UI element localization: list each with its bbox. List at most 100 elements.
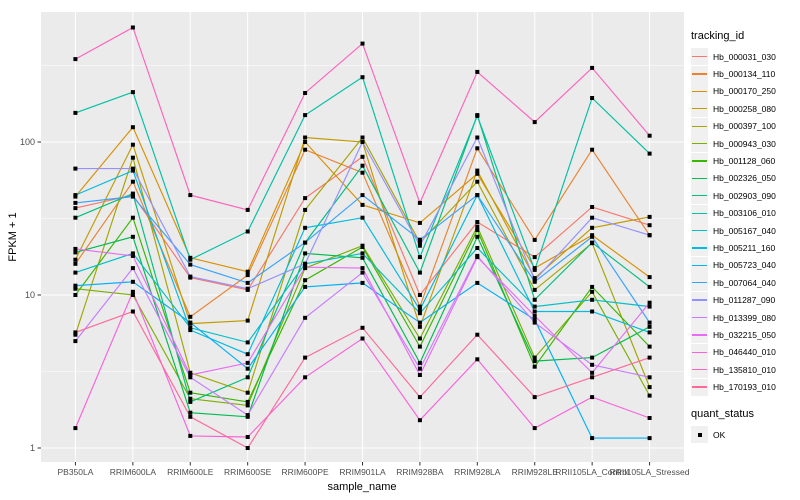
legend-panel: tracking_id Hb_000031_030 Hb_000134_110 Hb_… — [691, 30, 799, 443]
data-point — [245, 269, 250, 274]
x-tick-label: RRIM928BA — [396, 467, 444, 477]
legend-item-label: Hb_005211_160 — [713, 242, 776, 253]
data-point — [360, 245, 365, 249]
legend-item: Hb_170193_010 — [691, 378, 799, 396]
legend-item-label: Hb_005167_040 — [713, 225, 776, 236]
data-point — [130, 234, 135, 239]
data-point — [532, 237, 537, 242]
y-axis-title: FPKM + 1 — [7, 212, 19, 262]
x-tick-label: RRII105LA_Control — [555, 467, 629, 477]
legend-key-line-icon — [692, 212, 707, 214]
data-point — [130, 179, 135, 184]
data-point — [475, 220, 480, 224]
legend-item: Hb_000170_250 — [691, 82, 799, 100]
data-point — [303, 225, 308, 230]
legend-item-label: Hb_000134_110 — [713, 69, 776, 80]
legend-item-label: Hb_000943_030 — [713, 138, 776, 149]
legend-item-label: Hb_000258_080 — [713, 103, 776, 114]
y-tick-label: 100 — [20, 137, 35, 147]
quant-legend-title: quant_status — [691, 407, 754, 420]
data-point — [130, 266, 135, 271]
data-point — [360, 266, 365, 271]
data-point — [647, 344, 652, 349]
data-point — [647, 223, 652, 228]
data-point — [360, 170, 365, 175]
legend-item: Hb_005167_040 — [691, 222, 799, 240]
legend-item-label: Hb_013399_080 — [713, 312, 776, 323]
data-point — [303, 375, 308, 380]
legend-title: tracking_id — [691, 30, 745, 42]
data-point — [532, 304, 537, 309]
data-point — [73, 426, 78, 431]
data-point — [303, 113, 308, 118]
data-point — [360, 193, 365, 198]
data-point — [475, 135, 480, 140]
data-point — [130, 25, 135, 30]
data-point — [245, 446, 250, 450]
data-point — [417, 237, 422, 242]
legend-key — [691, 291, 708, 309]
legend-key-line-icon — [692, 177, 707, 180]
legend-key-line-icon — [692, 247, 707, 249]
data-point — [475, 168, 480, 173]
legend-item-label: Hb_001128_060 — [713, 156, 776, 167]
data-points — [73, 25, 652, 450]
data-point — [188, 390, 193, 395]
data-point — [360, 255, 365, 260]
x-tick-label: PB350LA — [57, 467, 93, 477]
data-point — [360, 140, 365, 144]
legend-key — [691, 326, 708, 344]
data-point — [647, 393, 652, 398]
data-point — [532, 320, 537, 325]
legend-item-label: Hb_032215_050 — [713, 329, 776, 340]
legend-item-label: Hb_011287_090 — [713, 295, 776, 306]
data-point — [417, 320, 422, 325]
legend-item: Hb_011287_090 — [691, 291, 799, 309]
legend-key-line-icon — [692, 108, 707, 110]
data-point — [73, 193, 78, 198]
data-point — [73, 166, 78, 171]
legend-key — [691, 135, 708, 153]
data-point — [475, 332, 480, 337]
legend-item-label: Hb_170193_010 — [713, 382, 776, 393]
data-point — [360, 251, 365, 256]
legend-key-line-icon — [692, 386, 707, 388]
data-point — [130, 309, 135, 314]
data-point — [475, 234, 480, 239]
data-point — [73, 332, 78, 337]
data-point — [475, 228, 480, 232]
legend-key — [691, 343, 708, 361]
data-point — [73, 206, 78, 211]
data-point — [188, 274, 193, 279]
data-point — [130, 90, 135, 95]
data-point — [245, 360, 250, 365]
legend-item: Hb_003106_010 — [691, 204, 799, 222]
legend-key — [691, 274, 708, 292]
data-point — [360, 75, 365, 80]
data-point — [130, 194, 135, 199]
data-point — [590, 240, 595, 245]
data-point — [188, 370, 193, 375]
data-point — [130, 253, 135, 258]
data-point — [647, 330, 652, 335]
legend-key — [691, 187, 708, 205]
data-point — [130, 293, 135, 297]
legend-item: Hb_007064_040 — [691, 274, 799, 292]
legend-item-label: Hb_046440_010 — [713, 347, 776, 358]
data-point — [188, 373, 193, 377]
data-point — [417, 200, 422, 205]
legend-key — [691, 82, 708, 100]
data-point — [73, 200, 78, 205]
data-point — [532, 309, 537, 314]
data-point — [188, 325, 193, 330]
legend-key-line-icon — [692, 160, 707, 162]
legend-item-label: Hb_000170_250 — [713, 86, 776, 97]
data-point — [647, 324, 652, 329]
data-point — [188, 262, 193, 267]
data-point — [532, 355, 537, 360]
data-point — [475, 255, 480, 260]
data-point — [532, 278, 537, 283]
data-point — [647, 151, 652, 156]
data-point — [130, 155, 135, 160]
data-point — [647, 133, 652, 138]
